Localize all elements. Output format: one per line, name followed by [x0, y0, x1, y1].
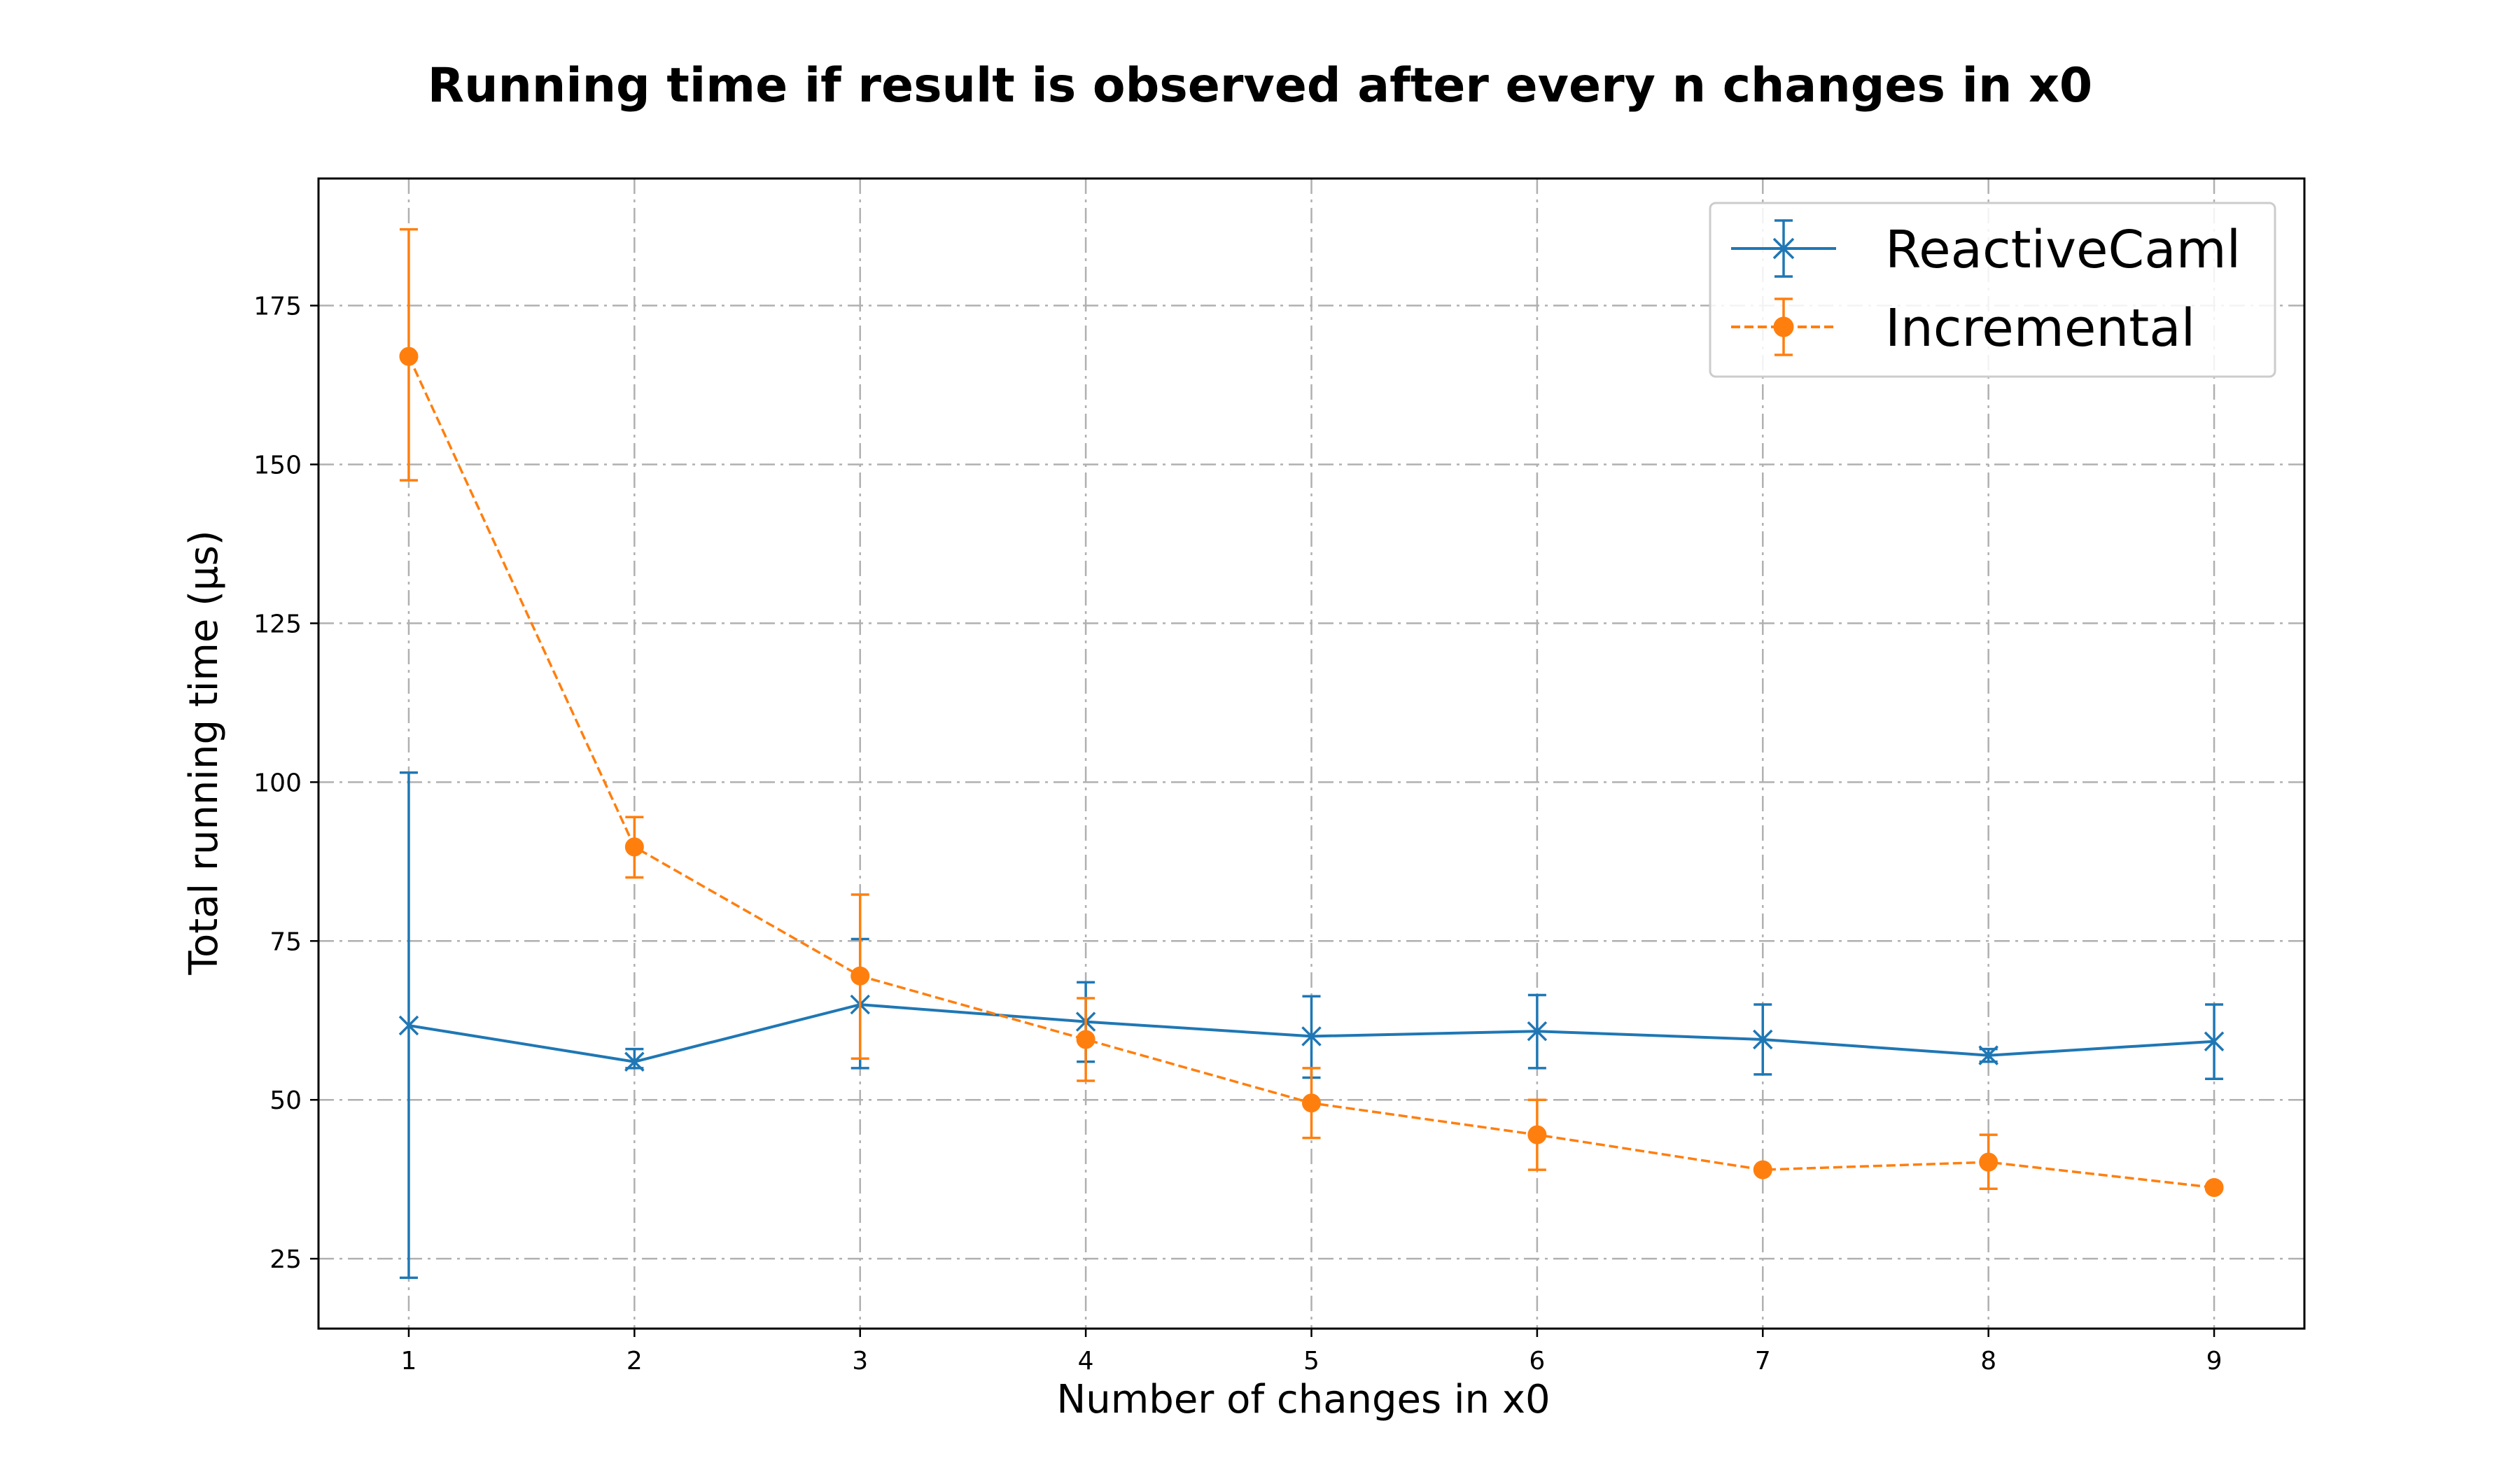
data-point — [2204, 1031, 2225, 1051]
data-point — [1773, 316, 1794, 337]
legend-box — [1709, 202, 2276, 378]
y-tick-label: 175 — [253, 293, 302, 321]
y-tick-label: 150 — [253, 451, 302, 479]
marker-stroke — [1753, 1029, 1773, 1050]
legend-label: Incremental — [1885, 298, 2195, 358]
x-tick-label: 6 — [1529, 1347, 1545, 1376]
y-tick-label: 25 — [270, 1245, 302, 1274]
data-point — [398, 1015, 419, 1036]
marker-stroke — [398, 1015, 419, 1036]
marker-stroke — [2204, 1031, 2225, 1051]
data-point — [624, 837, 644, 857]
series-incremental — [399, 227, 2224, 1197]
marker-stroke — [1772, 237, 1795, 260]
x-tick-label: 4 — [1078, 1347, 1094, 1376]
x-tick-label: 3 — [852, 1347, 868, 1376]
marker-stroke — [1527, 1021, 1548, 1042]
legend-entry-incremental: Incremental — [1731, 298, 2195, 358]
data-point — [850, 966, 870, 986]
x-tick-label: 5 — [1303, 1347, 1320, 1376]
data-point — [1527, 1125, 1547, 1144]
data-point — [399, 346, 419, 366]
y-tick-label: 50 — [270, 1086, 302, 1115]
legend: ReactiveCaml Incremental — [1709, 202, 2276, 378]
x-tick-label: 8 — [1980, 1347, 1996, 1376]
marker-stroke — [1978, 1045, 1998, 1065]
y-axis-label: Total running time (μs) — [181, 530, 227, 975]
data-point — [1527, 1021, 1548, 1042]
legend-label: ReactiveCaml — [1885, 220, 2241, 280]
data-point — [2204, 1177, 2224, 1197]
data-point — [1978, 1045, 1998, 1065]
chart-title: Running time if result is observed after… — [428, 58, 2093, 113]
x-axis-label: Number of changes in x0 — [1056, 1377, 1550, 1422]
y-tick-label: 100 — [253, 769, 302, 797]
data-point — [1753, 1160, 1772, 1180]
data-point — [1302, 1093, 1321, 1113]
legend-entry-reactivecaml: ReactiveCaml — [1731, 219, 2241, 280]
y-tick-label: 75 — [270, 927, 302, 956]
y-tick-label: 125 — [253, 610, 302, 638]
x-tick-label: 9 — [2206, 1347, 2222, 1376]
data-point — [1076, 1030, 1096, 1049]
data-point — [1772, 237, 1795, 260]
series-layer — [398, 227, 2225, 1280]
ticks: 1 2 3 4 5 6 7 8 9 25 50 75 100 125 150 175 — [253, 293, 2222, 1376]
marker-stroke — [1301, 1026, 1322, 1046]
x-tick-label: 1 — [401, 1347, 417, 1376]
data-point — [624, 1051, 645, 1072]
x-tick-label: 7 — [1755, 1347, 1771, 1376]
marker-stroke — [624, 1051, 645, 1072]
data-point — [1301, 1026, 1322, 1046]
data-point — [1753, 1029, 1773, 1050]
data-point — [1979, 1152, 1998, 1172]
error-bar — [625, 1047, 644, 1070]
x-tick-label: 2 — [626, 1347, 643, 1376]
